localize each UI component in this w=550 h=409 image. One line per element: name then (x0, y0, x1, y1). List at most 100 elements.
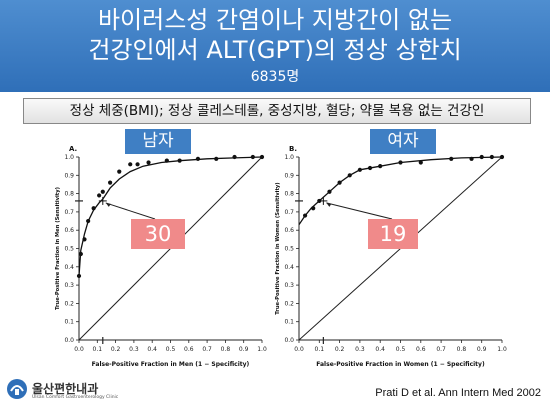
x-tick-label: 0.9 (239, 346, 249, 353)
data-point (164, 158, 169, 163)
x-tick-label: 0.6 (184, 346, 194, 353)
x-tick-label: 0.8 (457, 346, 467, 353)
data-point (311, 206, 316, 211)
data-point (469, 156, 474, 161)
x-tick-label: 0.9 (477, 346, 487, 353)
page-title-line1: 바이러스성 간염이나 지방간이 없는 (97, 6, 453, 34)
x-tick-label: 1.0 (497, 346, 507, 353)
x-tick-label: 0.7 (436, 346, 446, 353)
y-tick-label: 0.7 (64, 209, 74, 216)
male-tag: 남자 (125, 129, 191, 154)
subject-count: 6835명 (250, 69, 300, 85)
female-tag: 여자 (370, 129, 436, 154)
x-tick-label: 0.2 (111, 346, 121, 353)
data-point (489, 154, 494, 160)
y-tick-label: 0.3 (284, 282, 294, 289)
x-tick-label: 0.6 (416, 346, 426, 353)
callout-arrowhead (105, 202, 111, 207)
callout-arrow (326, 202, 393, 220)
data-point (91, 206, 96, 211)
data-point (214, 156, 219, 161)
data-point (177, 158, 182, 163)
panel-label: B. (289, 145, 297, 153)
data-point (398, 160, 403, 165)
data-point (97, 193, 102, 198)
y-tick-label: 0.8 (284, 191, 294, 198)
y-tick-label: 0.9 (64, 172, 74, 179)
data-point (418, 160, 423, 165)
data-point (232, 154, 237, 160)
data-point (76, 273, 82, 279)
inclusion-criteria: 정상 체중(BMI); 정상 콜레스테롤, 중성지방, 혈당; 약물 복용 없는… (23, 98, 531, 124)
data-point (499, 154, 505, 160)
x-tick-label: 0.4 (147, 346, 157, 353)
x-tick-label: 0.3 (355, 346, 365, 353)
data-point (86, 218, 91, 224)
data-point (259, 154, 265, 160)
y-tick-label: 0.2 (284, 300, 294, 307)
data-point (337, 180, 342, 185)
y-tick-label: 0.2 (64, 300, 74, 307)
x-tick-label: 0.1 (93, 346, 103, 353)
data-point (78, 251, 83, 257)
data-point (479, 154, 484, 160)
data-point (327, 189, 332, 194)
callout-arrow (105, 202, 156, 220)
y-tick-label: 0.6 (64, 227, 74, 234)
men-cutoff-callout: 30 (131, 219, 185, 249)
y-axis-title: True-Positive Fraction in Women (Sensiti… (275, 182, 281, 314)
panel-label: A. (69, 145, 77, 153)
y-tick-label: 1.0 (284, 154, 294, 161)
clinic-logo-icon (7, 379, 27, 399)
y-tick-label: 0.1 (64, 319, 74, 326)
data-point (302, 213, 308, 218)
data-point (449, 156, 454, 161)
title-banner (0, 0, 550, 92)
y-tick-label: 0.6 (284, 227, 294, 234)
x-tick-label: 0.4 (375, 346, 385, 353)
x-axis-title: False-Positive Fraction in Women (1 − Sp… (316, 361, 485, 368)
data-point (128, 162, 133, 167)
clinic-name: 울산편한내과 (32, 382, 99, 396)
x-tick-label: 0.8 (221, 346, 231, 353)
y-tick-label: 1.0 (64, 154, 74, 161)
data-point (108, 180, 113, 185)
y-axis-title: True-Positive Fraction in Men (Sensitivi… (55, 187, 61, 310)
data-point (317, 198, 322, 204)
y-tick-label: 0.4 (64, 264, 74, 271)
y-tick-label: 0.8 (64, 191, 74, 198)
citation: Prati D et al. Ann Intern Med 2002 (375, 387, 541, 399)
y-tick-label: 0.9 (284, 172, 294, 179)
x-tick-label: 0.2 (335, 346, 345, 353)
x-tick-label: 1.0 (257, 346, 267, 353)
x-axis-title: False-Positive Fraction in Men (1 − Spec… (92, 361, 250, 368)
x-tick-label: 0.1 (315, 346, 325, 353)
y-tick-label: 0.3 (64, 282, 74, 289)
data-point (250, 154, 255, 160)
y-tick-label: 0.0 (64, 337, 74, 344)
data-point (146, 160, 151, 165)
x-tick-label: 0.0 (294, 346, 304, 353)
x-tick-label: 0.5 (166, 346, 176, 353)
page-title-line2: 건강인에서 ALT(GPT)의 정상 상한치 (88, 36, 462, 64)
callout-arrowhead (326, 202, 332, 207)
y-tick-label: 0.1 (284, 319, 294, 326)
x-tick-label: 0.3 (129, 346, 139, 353)
data-point (82, 237, 87, 242)
data-point (195, 156, 201, 161)
data-point (347, 173, 352, 178)
y-tick-label: 0.5 (284, 246, 294, 253)
x-tick-label: 0.5 (396, 346, 406, 353)
roc-curve (78, 156, 263, 276)
data-point (135, 162, 140, 167)
data-point (100, 189, 105, 194)
y-tick-label: 0.5 (64, 246, 74, 253)
y-tick-label: 0.0 (284, 337, 294, 344)
x-tick-label: 0.0 (74, 346, 84, 353)
data-point (117, 169, 122, 174)
data-point (378, 164, 383, 169)
data-point (367, 165, 373, 171)
x-tick-label: 0.7 (202, 346, 212, 353)
